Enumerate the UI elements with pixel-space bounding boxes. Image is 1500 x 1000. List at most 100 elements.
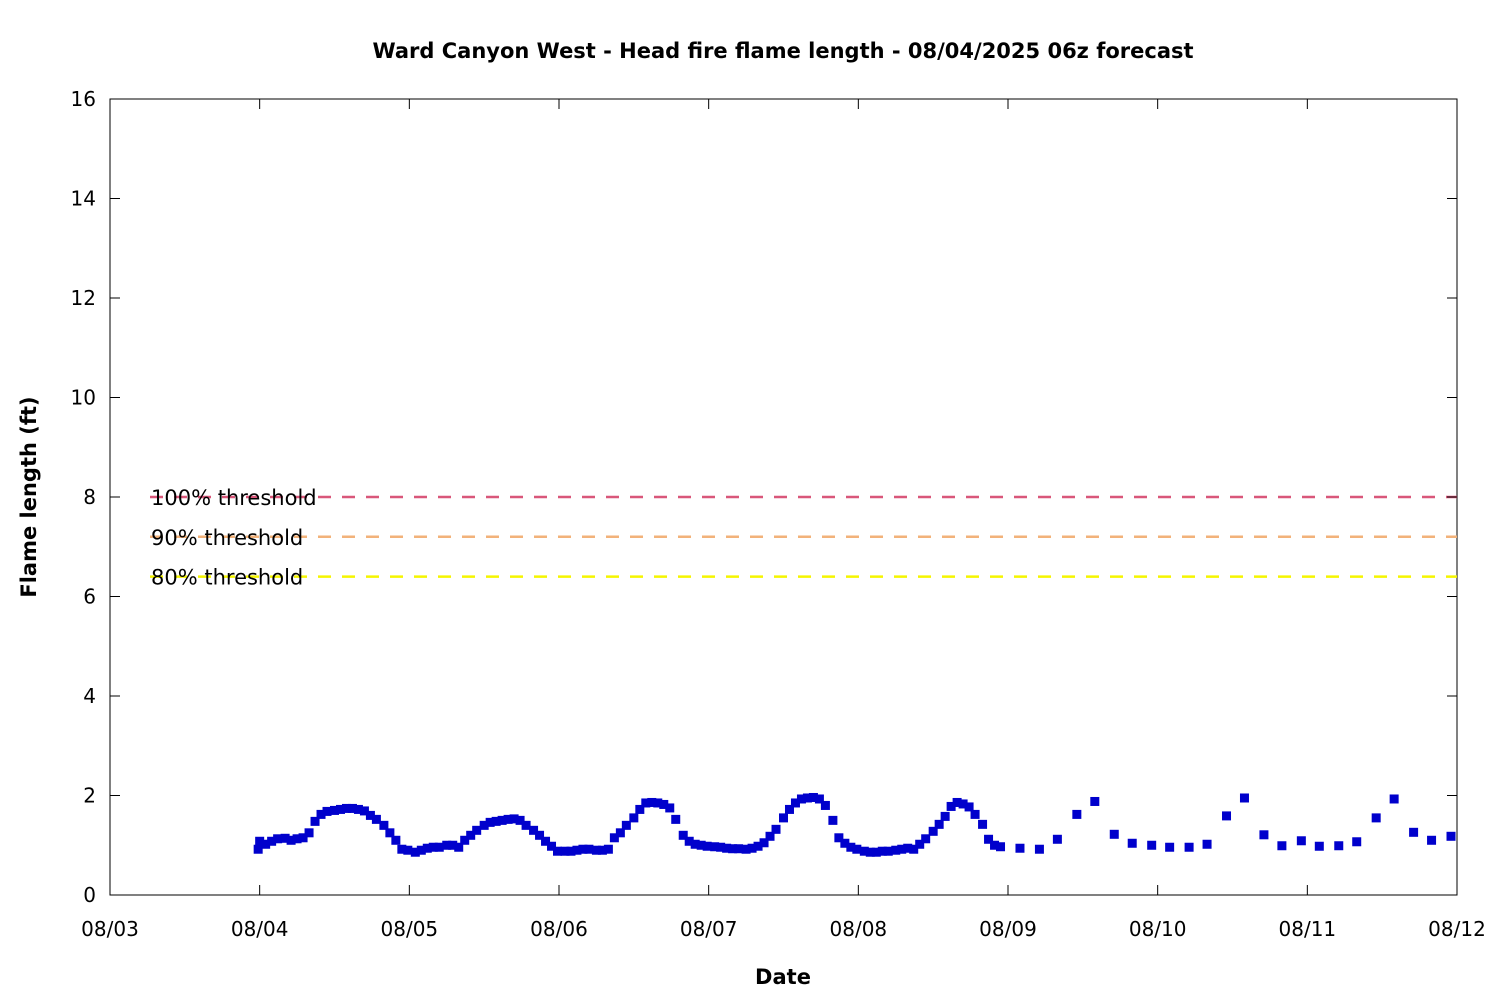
data-point [840,838,850,848]
data-point [547,841,557,851]
data-point [984,834,994,844]
data-point [1259,830,1269,840]
threshold-lines: 100% threshold 90% threshold 80% threshold [150,486,1457,590]
data-point [1109,829,1119,839]
data-point [635,804,645,814]
data-point [852,844,862,854]
data-point [347,803,357,813]
data-point [1296,836,1306,846]
data-point [871,847,881,857]
data-point [603,844,613,854]
data-point [728,844,738,854]
data-point [629,813,639,823]
data-point [385,828,395,838]
data-point [909,844,919,854]
data-point [796,794,806,804]
data-point [759,838,769,848]
data-point [1184,842,1194,852]
data-point [790,798,800,808]
data-point [379,820,389,830]
data-point [410,847,420,857]
x-tick-label: 08/11 [1279,917,1337,941]
y-tick-label: 6 [83,585,96,609]
data-point [448,840,458,850]
data-point [560,846,570,856]
data-point [541,836,551,846]
data-point [553,846,563,856]
data-point [273,834,283,844]
data-point [684,836,694,846]
data-point [741,844,751,854]
data-point [934,819,944,829]
data-point [261,839,271,849]
data-point [591,845,601,855]
threshold-label: 90% threshold [151,526,303,550]
data-point [1147,840,1157,850]
data-point [1409,827,1419,837]
data-point [653,798,663,808]
data-point [428,842,438,852]
x-tick-label: 08/03 [81,917,139,941]
data-point [1165,842,1175,852]
data-point [454,842,464,852]
data-point [1222,811,1232,821]
data-point [304,828,314,838]
data-point [578,844,588,854]
data-point [341,803,351,813]
data-point [702,841,712,851]
data-point [946,801,956,811]
y-tick-label: 16 [71,87,96,111]
threshold-label: 100% threshold [151,486,317,510]
data-point [921,834,931,844]
data-point [292,834,302,844]
data-point [940,811,950,821]
data-point [1015,843,1025,853]
data-point [1334,841,1344,851]
data-point [808,792,818,802]
data-point [659,799,669,809]
data-point [491,816,501,826]
data-point [442,840,452,850]
data-point [883,846,893,856]
data-point [286,835,296,845]
x-tick-label: 08/10 [1129,917,1187,941]
data-point [1127,838,1137,848]
data-point [280,833,290,843]
data-point [802,793,812,803]
data-point [1072,809,1082,819]
data-point [422,843,432,853]
y-tick-label: 2 [83,784,96,808]
data-point [267,836,277,846]
data-point [814,794,824,804]
data-point [859,846,869,856]
data-point [1314,841,1324,851]
data-point [820,800,830,810]
y-tick-label: 12 [71,286,96,310]
data-point [330,805,339,815]
data-point [1446,831,1456,841]
y-tick-label: 14 [71,187,96,211]
data-point [696,840,706,850]
data-point [253,844,263,854]
data-point [671,814,681,824]
x-tick-label: 08/05 [381,917,439,941]
y-tick-label: 8 [83,485,96,509]
data-point [566,846,576,856]
data-point [710,842,720,852]
data-point [1034,844,1044,854]
data-point [472,825,482,835]
data-point [416,845,426,855]
data-point [1090,796,1100,806]
data-point [460,835,470,845]
data-point [485,817,495,827]
data-point [353,804,363,814]
data-point [515,815,525,825]
data-point [952,797,962,807]
data-point [996,842,1006,852]
data-point [1427,835,1437,845]
data-point [503,814,513,824]
data-point [1389,794,1399,804]
data-point [747,843,757,853]
data-point [665,803,675,813]
